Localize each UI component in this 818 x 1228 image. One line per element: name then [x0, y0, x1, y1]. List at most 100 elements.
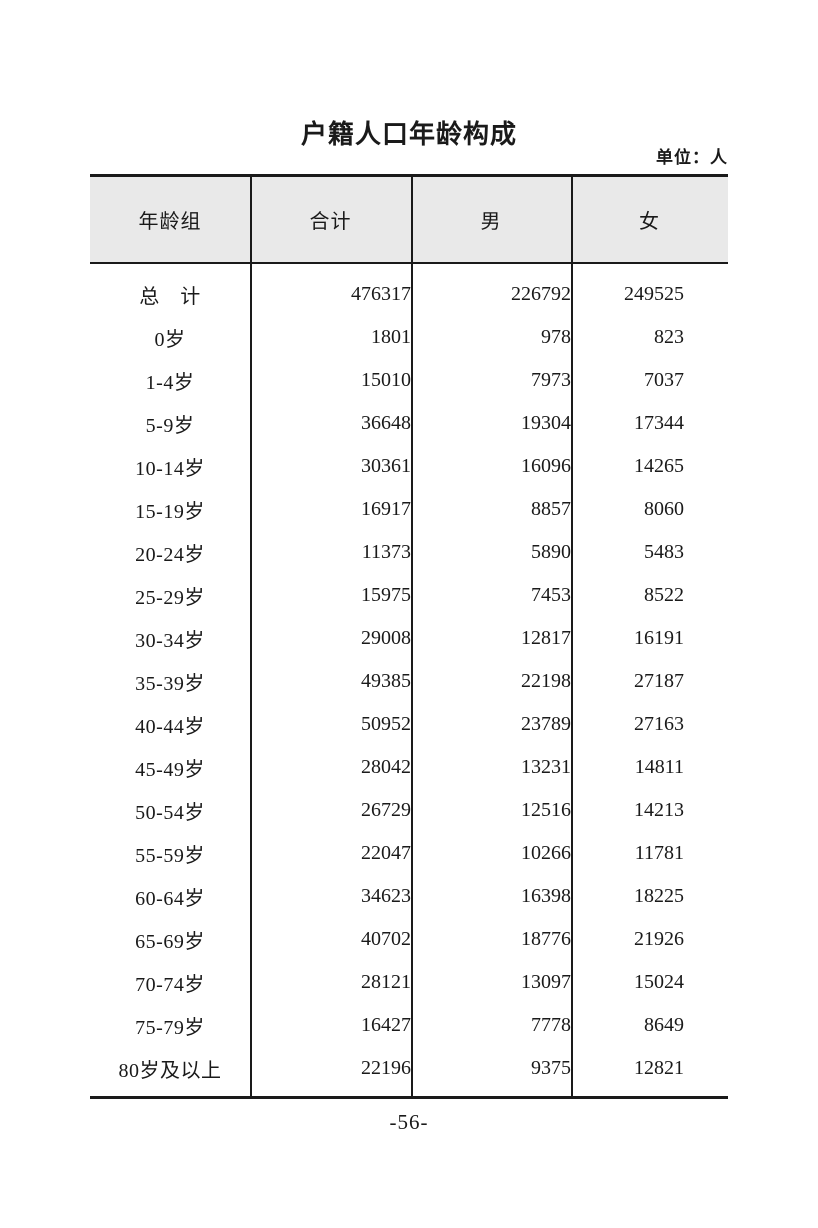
cell-female: 17344 — [634, 412, 684, 434]
column-divider-3 — [571, 177, 573, 1096]
cell-age-group: 10-14岁 — [135, 458, 205, 480]
table-row: 10-14岁 30361 16096 14265 — [90, 445, 728, 488]
table-row: 40-44岁 50952 23789 27163 — [90, 703, 728, 746]
cell-male: 5890 — [531, 541, 571, 563]
table-row: 25-29岁 15975 7453 8522 — [90, 574, 728, 617]
cell-age-group: 75-79岁 — [135, 1017, 205, 1039]
cell-age-group: 5-9岁 — [145, 415, 195, 437]
cell-male: 7453 — [531, 584, 571, 606]
cell-female: 14811 — [634, 756, 684, 778]
cell-total: 50952 — [361, 713, 411, 735]
cell-age-group: 65-69岁 — [135, 931, 205, 953]
cell-female: 11781 — [634, 842, 684, 864]
page-number: -56- — [389, 1110, 429, 1134]
table-row: 15-19岁 16917 8857 8060 — [90, 488, 728, 531]
cell-total: 15010 — [361, 369, 411, 391]
cell-total: 22196 — [361, 1057, 411, 1079]
cell-male: 7973 — [531, 369, 571, 391]
cell-male: 23789 — [521, 713, 571, 735]
table-body: 总 计 476317 226792 249525 0岁 1801 978 823 1-4岁 150… — [90, 263, 728, 1097]
cell-male: 9375 — [531, 1057, 571, 1079]
table-area: 年龄组 合计 男 女 总 计 476317 226792 249525 0岁 1801 97… — [90, 174, 728, 1099]
cell-female: 7037 — [644, 369, 684, 391]
cell-female: 21926 — [634, 928, 684, 950]
table-row: 55-59岁 22047 10266 11781 — [90, 832, 728, 875]
cell-male: 10266 — [521, 842, 571, 864]
cell-total: 49385 — [361, 670, 411, 692]
cell-female: 27163 — [634, 713, 684, 735]
cell-total: 11373 — [361, 541, 411, 563]
cell-total: 28042 — [361, 756, 411, 778]
cell-total: 22047 — [361, 842, 411, 864]
cell-age-group: 70-74岁 — [135, 974, 205, 996]
column-divider-1 — [250, 177, 252, 1096]
cell-female: 18225 — [634, 885, 684, 907]
cell-total: 26729 — [361, 799, 411, 821]
page-title: 户籍人口年龄构成 — [300, 120, 517, 149]
cell-age-group: 20-24岁 — [135, 544, 205, 566]
cell-total: 36648 — [361, 412, 411, 434]
table-row: 0岁 1801 978 823 — [90, 316, 728, 359]
cell-male: 12817 — [521, 627, 571, 649]
cell-age-group: 30-34岁 — [135, 630, 205, 652]
cell-total: 1801 — [371, 326, 411, 348]
column-divider-2 — [411, 177, 413, 1096]
table-row: 45-49岁 28042 13231 14811 — [90, 746, 728, 789]
cell-male: 22198 — [521, 670, 571, 692]
cell-male: 13231 — [521, 756, 571, 778]
cell-total: 15975 — [361, 584, 411, 606]
cell-age-group: 50-54岁 — [135, 802, 205, 824]
cell-age-group: 40-44岁 — [135, 716, 205, 738]
cell-age-group: 35-39岁 — [135, 673, 205, 695]
column-header-age-group: 年龄组 — [90, 175, 250, 264]
column-header-male: 男 — [411, 175, 571, 264]
cell-total: 29008 — [361, 627, 411, 649]
table-header-row: 年龄组 合计 男 女 — [90, 175, 728, 264]
cell-total: 476317 — [351, 283, 411, 305]
table-header: 年龄组 合计 男 女 — [90, 175, 728, 264]
table-row: 75-79岁 16427 7778 8649 — [90, 1004, 728, 1047]
cell-male: 8857 — [531, 498, 571, 520]
cell-male: 19304 — [521, 412, 571, 434]
cell-female: 8522 — [644, 584, 684, 606]
table-row: 35-39岁 49385 22198 27187 — [90, 660, 728, 703]
cell-total: 16427 — [361, 1014, 411, 1036]
cell-male: 16398 — [521, 885, 571, 907]
column-header-female: 女 — [571, 175, 728, 264]
cell-age-group: 45-49岁 — [135, 759, 205, 781]
cell-age-group: 总 计 — [139, 286, 201, 308]
table-row: 70-74岁 28121 13097 15024 — [90, 961, 728, 1004]
table-row: 50-54岁 26729 12516 14213 — [90, 789, 728, 832]
cell-female: 14213 — [634, 799, 684, 821]
table-row: 80岁及以上 22196 9375 12821 — [90, 1047, 728, 1090]
cell-female: 15024 — [634, 971, 684, 993]
cell-female: 249525 — [624, 283, 684, 305]
cell-age-group: 15-19岁 — [135, 501, 205, 523]
cell-male: 978 — [541, 326, 571, 348]
cell-male: 18776 — [521, 928, 571, 950]
cell-age-group: 25-29岁 — [135, 587, 205, 609]
table-row: 60-64岁 34623 16398 18225 — [90, 875, 728, 918]
cell-female: 27187 — [634, 670, 684, 692]
cell-male: 13097 — [521, 971, 571, 993]
cell-total: 34623 — [361, 885, 411, 907]
cell-male: 7778 — [531, 1014, 571, 1036]
cell-age-group: 80岁及以上 — [118, 1060, 222, 1082]
cell-total: 30361 — [361, 455, 411, 477]
cell-age-group: 0岁 — [154, 329, 186, 351]
unit-label: 单位：人 — [656, 148, 728, 167]
cell-female: 823 — [654, 326, 684, 348]
table-row: 总 计 476317 226792 249525 — [90, 273, 728, 316]
column-header-total: 合计 — [250, 175, 411, 264]
cell-age-group: 1-4岁 — [145, 372, 195, 394]
population-age-table: 年龄组 合计 男 女 总 计 476317 226792 249525 0岁 1801 97… — [90, 174, 728, 1099]
cell-male: 226792 — [511, 283, 571, 305]
cell-female: 8649 — [644, 1014, 684, 1036]
table-row: 65-69岁 40702 18776 21926 — [90, 918, 728, 961]
cell-male: 16096 — [521, 455, 571, 477]
cell-total: 28121 — [361, 971, 411, 993]
table-row: 20-24岁 11373 5890 5483 — [90, 531, 728, 574]
table-row: 5-9岁 36648 19304 17344 — [90, 402, 728, 445]
table-row: 1-4岁 15010 7973 7037 — [90, 359, 728, 402]
